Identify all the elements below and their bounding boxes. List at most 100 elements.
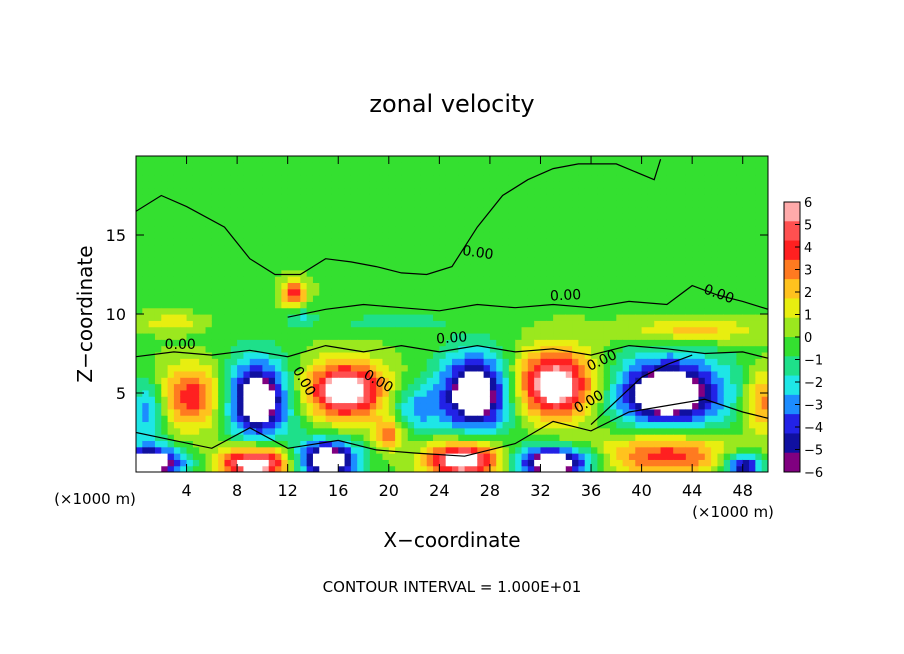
heatmap-cell (464, 162, 472, 170)
heatmap-cell (559, 389, 567, 397)
heatmap-cell (218, 212, 226, 220)
heatmap-cell (666, 206, 674, 214)
heatmap-cell (237, 225, 245, 233)
heatmap-cell (489, 320, 497, 328)
heatmap-cell (496, 301, 504, 309)
heatmap-cell (433, 358, 440, 366)
heatmap-cell (679, 320, 687, 328)
heatmap-cell (401, 257, 409, 265)
heatmap-cell (275, 377, 282, 385)
heatmap-cell (192, 383, 200, 391)
heatmap-cell (553, 339, 561, 347)
heatmap-cell (578, 225, 586, 233)
heatmap-cell (654, 168, 662, 176)
heatmap-cell (426, 168, 434, 176)
heatmap-cell (496, 168, 504, 176)
heatmap-cell (237, 389, 245, 397)
heatmap-cell (275, 200, 282, 208)
heatmap-cell (357, 276, 365, 283)
heatmap-cell (300, 212, 308, 220)
heatmap-cell (749, 219, 756, 227)
heatmap-cell (319, 415, 327, 423)
heatmap-cell (692, 162, 700, 170)
heatmap-cell (742, 358, 750, 366)
heatmap-cell (711, 332, 719, 340)
heatmap-cell (294, 282, 301, 290)
heatmap-cell (483, 225, 491, 233)
heatmap-cell (357, 288, 365, 296)
heatmap-cell (319, 326, 327, 334)
heatmap-cell (660, 168, 668, 176)
heatmap-cell (142, 345, 150, 353)
heatmap-cell (597, 465, 605, 472)
heatmap-cell (654, 459, 662, 467)
heatmap-cell (572, 257, 579, 265)
heatmap-cell (730, 200, 737, 208)
heatmap-cell (704, 238, 712, 246)
heatmap-cell (224, 459, 232, 467)
heatmap-cell (546, 389, 554, 397)
heatmap-cell (628, 402, 636, 410)
heatmap-cell (224, 440, 232, 448)
heatmap-cell (325, 301, 333, 309)
heatmap-cell (268, 396, 276, 404)
heatmap-cell (673, 269, 681, 277)
heatmap-cell (287, 326, 295, 334)
heatmap-cell (230, 238, 238, 246)
heatmap-cell (148, 358, 156, 366)
heatmap-cell (521, 187, 529, 195)
heatmap-cell (470, 314, 478, 321)
heatmap-cell (268, 446, 276, 454)
heatmap-cell (628, 465, 636, 472)
heatmap-cell (698, 370, 706, 378)
heatmap-cell (350, 326, 358, 334)
heatmap-cell (211, 453, 219, 460)
heatmap-cell (243, 263, 251, 271)
heatmap-cell (312, 320, 320, 328)
heatmap-cell (325, 358, 333, 366)
heatmap-cell (483, 421, 491, 429)
heatmap-cell (534, 238, 542, 246)
heatmap-cell (211, 408, 219, 416)
heatmap-cell (534, 396, 542, 404)
heatmap-cell (230, 244, 238, 252)
heatmap-cell (647, 332, 655, 340)
heatmap-cell (628, 156, 636, 163)
heatmap-cell (534, 453, 542, 460)
heatmap-cell (761, 453, 768, 460)
heatmap-cell (540, 320, 548, 328)
heatmap-cell (666, 421, 674, 429)
heatmap-cell (167, 389, 175, 397)
heatmap-cell (698, 206, 706, 214)
heatmap-cell (154, 212, 162, 220)
heatmap-cell (154, 377, 162, 385)
heatmap-cell (192, 162, 200, 170)
heatmap-cell (584, 282, 592, 290)
heatmap-cell (237, 427, 245, 435)
heatmap-cell (452, 383, 459, 391)
heatmap-cell (268, 193, 276, 201)
heatmap-cell (407, 174, 415, 182)
heatmap-cell (445, 320, 453, 328)
heatmap-cell (730, 276, 737, 283)
heatmap-cell (685, 465, 693, 472)
heatmap-cell (635, 174, 643, 182)
heatmap-cell (369, 427, 377, 435)
heatmap-cell (660, 174, 668, 182)
heatmap-cell (325, 453, 333, 460)
heatmap-cell (287, 402, 295, 410)
heatmap-cell (559, 459, 567, 467)
heatmap-cell (376, 187, 384, 195)
heatmap-cell (388, 402, 396, 410)
heatmap-cell (161, 408, 169, 416)
heatmap-cell (388, 238, 396, 246)
heatmap-cell (660, 389, 668, 397)
heatmap-cell (211, 383, 219, 391)
heatmap-cell (730, 446, 737, 454)
heatmap-cell (597, 402, 605, 410)
heatmap-cell (584, 193, 592, 201)
heatmap-cell (666, 370, 674, 378)
heatmap-cell (262, 339, 270, 347)
heatmap-cell (142, 370, 150, 378)
heatmap-cell (357, 339, 365, 347)
